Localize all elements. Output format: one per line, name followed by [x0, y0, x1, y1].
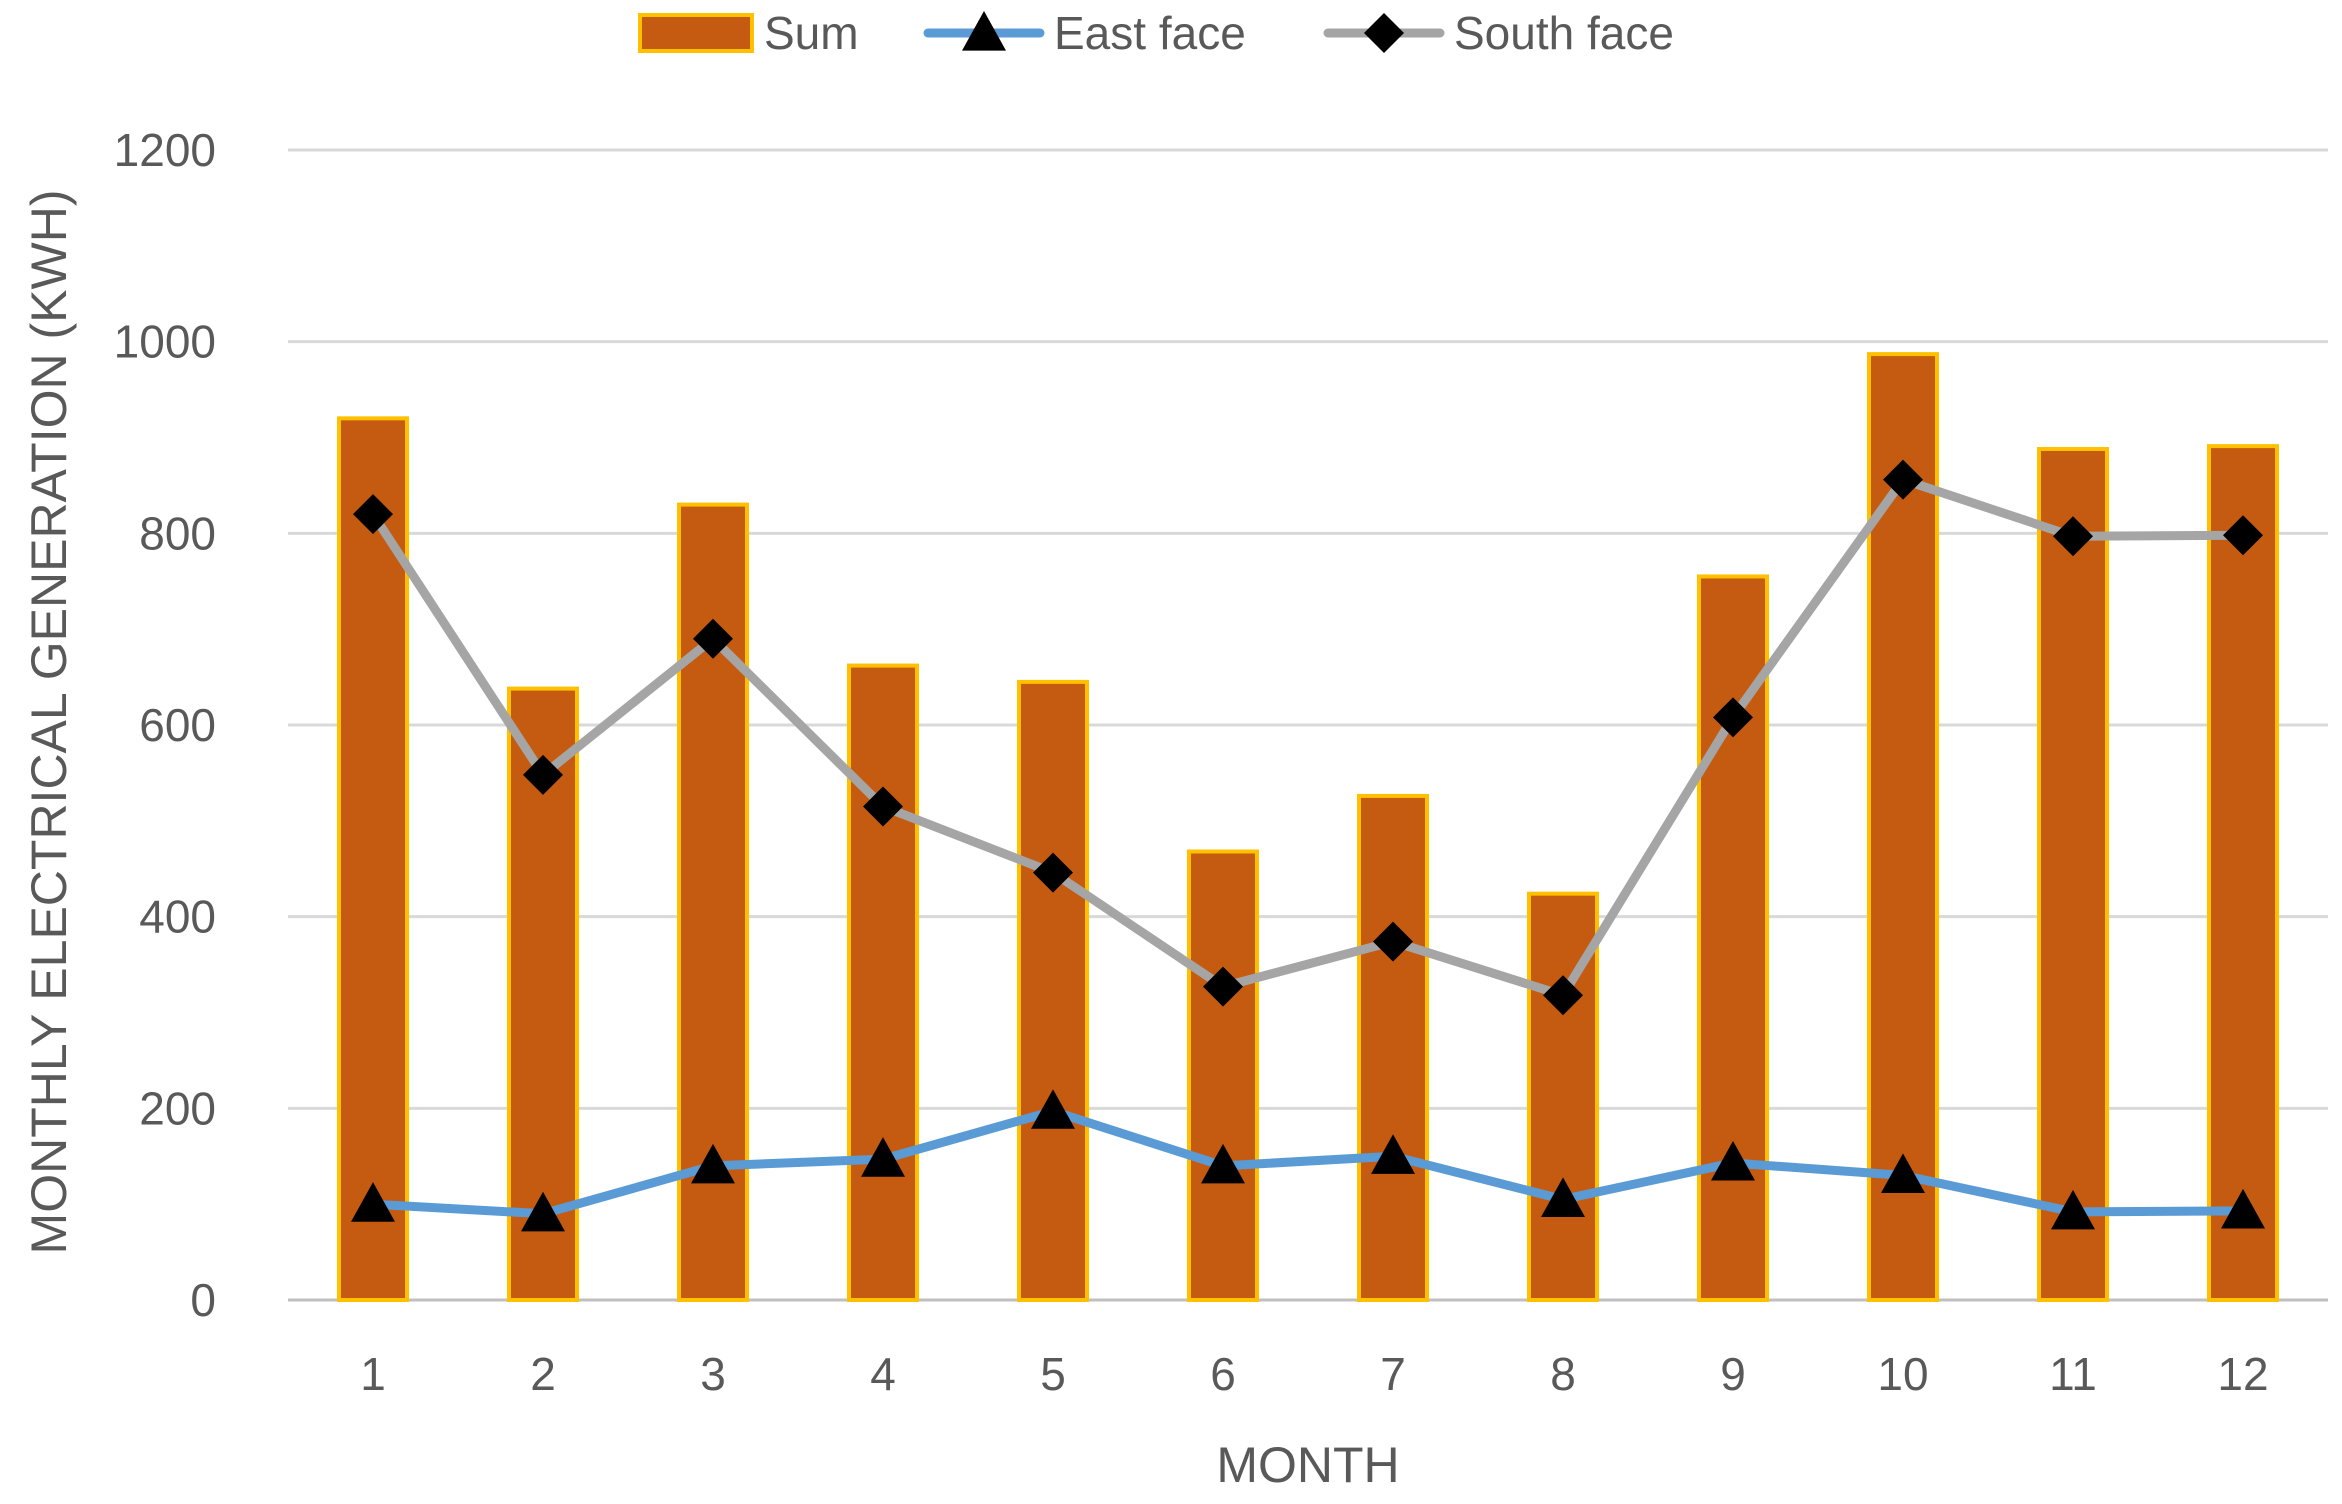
marker-east-face [1711, 1140, 1755, 1181]
legend-item-south-face: South face [1323, 7, 1674, 59]
legend: Sum East face South face [638, 7, 1674, 59]
marker-east-face [1031, 1089, 1075, 1129]
x-tick-label: 6 [1210, 1348, 1236, 1400]
x-tick-label: 8 [1550, 1348, 1576, 1400]
marker-south-face [693, 618, 733, 659]
marker-south-face [353, 494, 393, 535]
x-tick-label: 12 [2217, 1348, 2268, 1400]
bar-sum [1017, 679, 1089, 1302]
x-tick-label: 1 [360, 1348, 386, 1400]
marker-south-face [863, 786, 903, 827]
line-south-face [368, 475, 2248, 1000]
x-tick-label: 2 [530, 1348, 556, 1400]
marker-south-face [2223, 515, 2263, 556]
marker-south-face [1883, 459, 1923, 500]
marker-east-face [1371, 1134, 1415, 1174]
legend-label-sum: Sum [764, 7, 859, 59]
y-tick-label: 0 [190, 1274, 216, 1326]
marker-south-face [1543, 975, 1583, 1016]
marker-south-face [2053, 516, 2093, 557]
bar-sum [2037, 447, 2109, 1302]
bar-sum [2207, 444, 2279, 1302]
y-tick-label: 1200 [114, 124, 216, 176]
x-axis-title: MONTH [1216, 1437, 1399, 1493]
marker-east-face [351, 1182, 395, 1222]
y-tick-label: 1000 [114, 316, 216, 368]
gridlines [288, 148, 2328, 1302]
legend-item-sum: Sum [638, 7, 859, 59]
marker-east-face [2221, 1188, 2265, 1229]
marker-east-face [861, 1137, 905, 1177]
legend-item-east-face: East face [923, 7, 1246, 59]
legend-swatch-sum [638, 13, 754, 53]
x-axis-ticks: 1 2 3 4 5 6 7 8 9 10 11 12 [360, 1348, 2268, 1400]
marker-south-face [1033, 852, 1073, 893]
y-tick-label: 400 [139, 891, 216, 943]
bar-sum [1187, 849, 1259, 1302]
marker-east-face [1541, 1177, 1585, 1217]
marker-east-face [691, 1143, 735, 1184]
bar-sum [337, 416, 409, 1303]
y-tick-label: 200 [139, 1082, 216, 1134]
x-tick-label: 11 [2049, 1348, 2097, 1400]
line-east-face [368, 1106, 2248, 1219]
bar-sum [847, 663, 919, 1302]
y-tick-label: 600 [139, 699, 216, 751]
y-axis-title: MONTHLY ELECTRICAL GENERATION (KWH) [21, 190, 77, 1255]
x-tick-label: 9 [1720, 1348, 1746, 1400]
x-tick-label: 4 [870, 1348, 896, 1400]
y-axis-ticks: 0 200 400 600 800 1000 1200 [114, 124, 216, 1326]
marker-south-face [523, 754, 563, 795]
marker-legend-east-face [962, 11, 1006, 51]
legend-label-east-face: East face [1054, 7, 1246, 59]
x-tick-label: 10 [1877, 1348, 1928, 1400]
y-tick-label: 800 [139, 507, 216, 559]
marker-south-face [1203, 966, 1243, 1007]
x-tick-label: 3 [700, 1348, 726, 1400]
x-tick-label: 5 [1040, 1348, 1066, 1400]
bar-sum [1357, 793, 1429, 1303]
marker-south-face [1373, 921, 1413, 962]
marker-east-face [1201, 1143, 1245, 1184]
series-lines [368, 475, 2248, 1219]
series-markers [351, 459, 2265, 1232]
marker-legend-south-face [1364, 13, 1404, 53]
legend-label-south-face: South face [1454, 7, 1674, 59]
marker-east-face [1881, 1153, 1925, 1194]
marker-east-face [521, 1191, 565, 1232]
x-tick-label: 7 [1380, 1348, 1406, 1400]
marker-south-face [1713, 697, 1753, 738]
marker-east-face [2051, 1189, 2095, 1230]
